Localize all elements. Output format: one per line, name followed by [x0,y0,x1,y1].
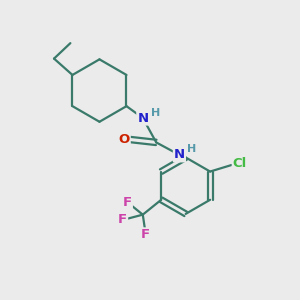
Text: N: N [174,148,185,161]
Text: O: O [118,133,130,146]
Text: H: H [151,108,160,118]
Text: Cl: Cl [233,157,247,170]
Text: F: F [141,228,150,242]
Text: F: F [118,214,127,226]
Text: H: H [187,144,196,154]
Text: N: N [137,112,148,124]
Text: F: F [123,196,132,209]
